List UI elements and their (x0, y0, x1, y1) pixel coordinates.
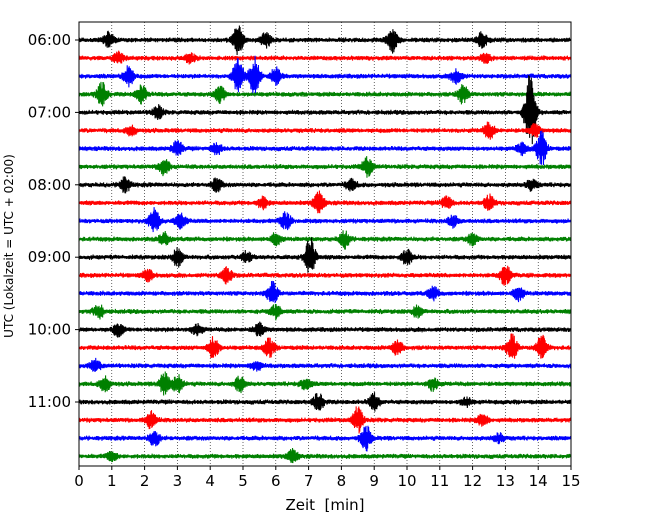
x-tick-label: 3 (173, 472, 183, 490)
seismogram-trace (78, 230, 572, 250)
seismogram-trace (78, 406, 572, 434)
seismogram-trace (78, 333, 572, 359)
seismogram-trace (78, 321, 572, 338)
x-tick-label: 5 (238, 472, 248, 490)
seismogram-trace (78, 237, 572, 273)
x-tick-label: 8 (337, 472, 347, 490)
y-axis-ticks: 06:00 07:00 08:00 09:00 10:00 11:00 (28, 31, 79, 411)
x-tick-label: 6 (271, 472, 281, 490)
x-tick-label: 4 (205, 472, 215, 490)
y-tick-label: 09:00 (28, 248, 71, 266)
x-tick-label: 14 (529, 472, 548, 490)
seismogram-trace (78, 55, 572, 96)
x-tick-label: 9 (369, 472, 379, 490)
x-tick-label: 12 (463, 472, 482, 490)
x-axis-ticks: 0 1 2 3 4 5 6 7 8 9 10 11 12 13 14 15 (74, 466, 581, 490)
seismogram-trace (78, 371, 572, 396)
y-tick-label: 08:00 (28, 176, 71, 194)
y-tick-label: 11:00 (28, 393, 71, 411)
x-tick-label: 0 (74, 472, 84, 490)
x-tick-label: 2 (140, 472, 150, 490)
trace-layer (78, 25, 572, 464)
seismogram-trace (78, 121, 572, 140)
seismogram-trace (78, 75, 572, 145)
x-tick-label: 7 (304, 472, 314, 490)
seismogram-trace (78, 81, 572, 107)
seismogram-trace (78, 357, 572, 372)
seismogram-trace (78, 280, 572, 304)
x-tick-label: 11 (430, 472, 449, 490)
seismogram-trace (78, 447, 572, 464)
seismogram-trace (78, 176, 572, 194)
plot-frame (78, 21, 572, 467)
seismogram-trace (78, 425, 572, 452)
x-tick-label: 15 (561, 472, 580, 490)
y-axis-label: UTC (Lokalzeit = UTC + 02:00) (2, 154, 16, 338)
x-tick-label: 10 (397, 472, 416, 490)
y-tick-label: 07:00 (28, 103, 71, 121)
y-tick-label: 06:00 (28, 31, 71, 49)
seismogram-trace (78, 50, 572, 65)
seismogram-trace (78, 130, 572, 165)
seismogram-trace (78, 304, 572, 321)
seismogram-trace (78, 190, 572, 214)
x-tick-label: 13 (496, 472, 515, 490)
x-axis-label: Zeit [min] (285, 496, 364, 514)
seismogram-trace (78, 25, 572, 55)
seismogram-trace (78, 207, 572, 233)
seismogram-trace (78, 265, 572, 286)
x-tick-label: 1 (107, 472, 117, 490)
seismogram-trace (78, 392, 572, 412)
y-tick-label: 10:00 (28, 321, 71, 339)
seismogram-trace (78, 156, 572, 178)
